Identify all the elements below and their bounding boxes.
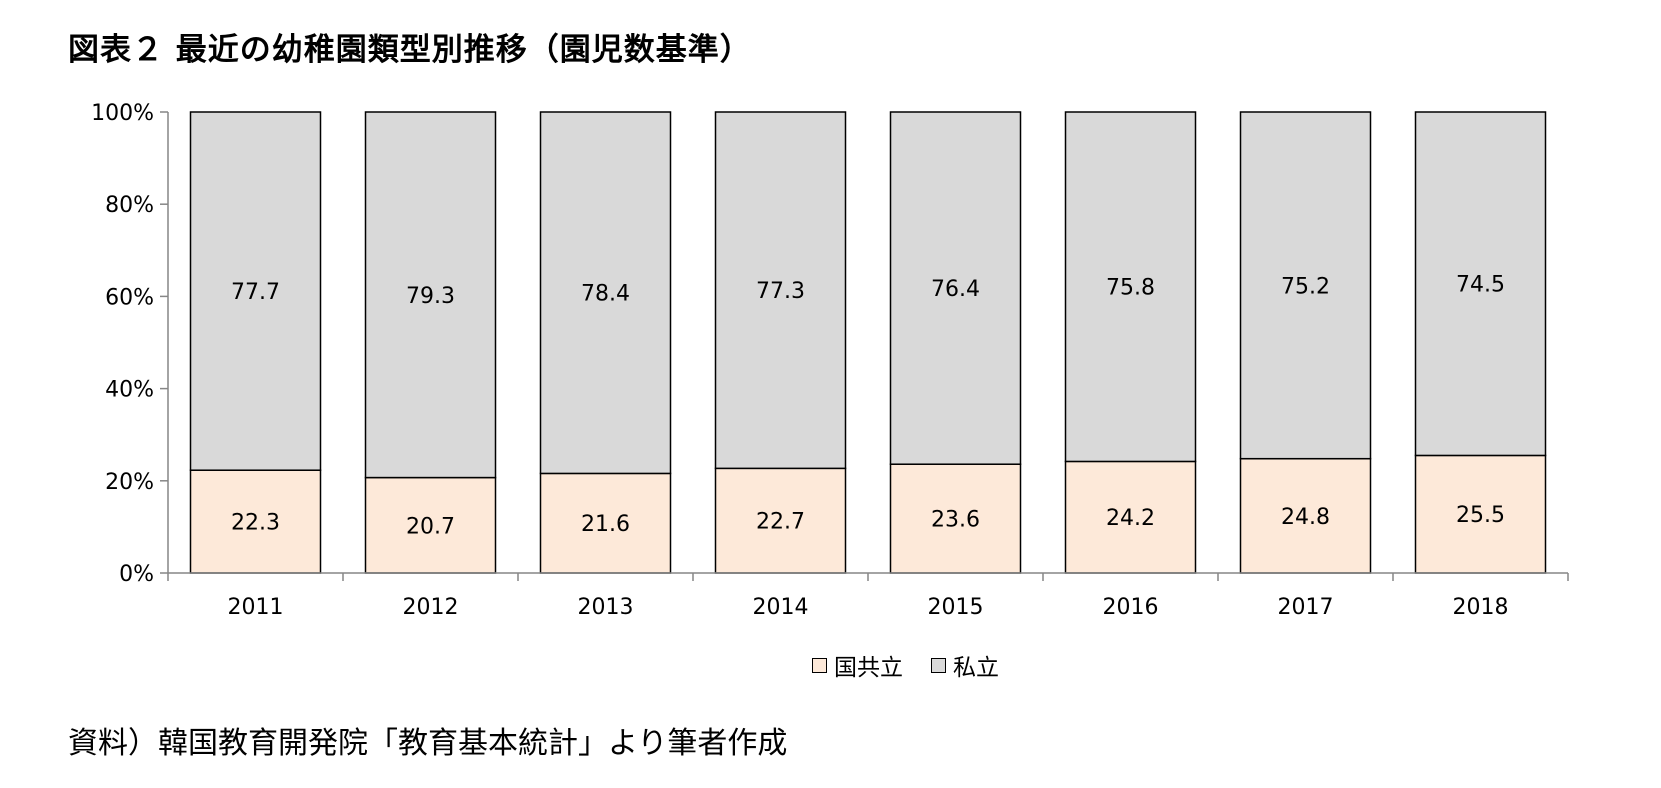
bar-2011-series-0 <box>189 469 322 574</box>
data-label-2014-series-0: 22.7 <box>756 510 805 535</box>
bar-2015-series-0 <box>889 463 1022 574</box>
bar-2013-series-1 <box>539 111 672 475</box>
data-label-2016-series-1: 75.8 <box>1106 276 1155 301</box>
y-tick-label: 20% <box>105 470 154 495</box>
data-label-2017-series-0: 24.8 <box>1281 505 1330 530</box>
chart-title: 図表２ 最近の幼稚園類型別推移（園児数基準） <box>68 32 752 68</box>
data-label-2015-series-0: 23.6 <box>931 508 980 533</box>
legend: 国共立 私立 <box>0 648 1661 682</box>
legend-label: 私立 <box>953 655 999 681</box>
data-label-2013-series-1: 78.4 <box>581 282 630 307</box>
x-tick-label: 2018 <box>1453 595 1509 620</box>
bar-2015-series-1 <box>889 111 1022 465</box>
legend-item-1: 私立 <box>931 648 999 682</box>
y-tick-label: 60% <box>105 285 154 310</box>
data-label-2017-series-1: 75.2 <box>1281 274 1330 299</box>
data-labels-group: 22.3 77.7 20.7 79.3 21.6 78.4 22.7 77.3 23.6 76.4… <box>231 273 1505 540</box>
x-tick-label: 2015 <box>928 595 984 620</box>
bar-2018-series-0 <box>1414 454 1547 574</box>
x-tick-label: 2017 <box>1278 595 1334 620</box>
data-label-2013-series-0: 21.6 <box>581 512 630 537</box>
legend-item-0: 国共立 <box>812 648 903 682</box>
y-tick-label: 100% <box>91 101 154 126</box>
x-tick-label: 2014 <box>753 595 809 620</box>
x-axis: 2011 2012 2013 2014 2015 2016 2017 2018 <box>167 572 1569 620</box>
data-label-2014-series-1: 77.3 <box>756 279 805 304</box>
y-tick-label: 80% <box>105 193 154 218</box>
data-label-2011-series-0: 22.3 <box>231 511 280 536</box>
y-axis: 0% 20% 40% 60% 80% 100% <box>91 101 169 587</box>
legend-swatch <box>931 657 946 673</box>
data-label-2012-series-0: 20.7 <box>406 514 455 539</box>
bar-2011-series-1 <box>189 111 322 471</box>
legend-label: 国共立 <box>834 655 903 681</box>
bar-2014-series-0 <box>714 467 847 574</box>
source-note: 資料）韓国教育開発院「教育基本統計」より筆者作成 <box>68 726 788 761</box>
bar-2016-series-1 <box>1064 111 1197 463</box>
bar-2012-series-1 <box>364 111 497 479</box>
data-label-2018-series-1: 74.5 <box>1456 273 1505 298</box>
x-tick-label: 2013 <box>578 595 634 620</box>
bar-2018-series-1 <box>1414 111 1547 457</box>
data-label-2011-series-1: 77.7 <box>231 280 280 305</box>
bars-group <box>189 111 1547 574</box>
y-tick-label: 40% <box>105 378 154 403</box>
bar-2017-series-1 <box>1239 111 1372 460</box>
bar-2012-series-0 <box>364 476 497 574</box>
x-tick-label: 2011 <box>228 595 284 620</box>
y-tick-label: 0% <box>119 562 154 587</box>
stacked-bar-chart: 22.3 77.7 20.7 79.3 21.6 78.4 22.7 77.3 23.6 76.4… <box>91 101 1569 620</box>
data-label-2018-series-0: 25.5 <box>1456 503 1505 528</box>
data-label-2015-series-1: 76.4 <box>931 277 980 302</box>
data-label-2012-series-1: 79.3 <box>406 284 455 309</box>
bar-2017-series-0 <box>1239 457 1372 574</box>
data-label-2016-series-0: 24.2 <box>1106 506 1155 531</box>
bar-2014-series-1 <box>714 111 847 470</box>
legend-swatch <box>812 657 827 673</box>
x-tick-label: 2012 <box>403 595 459 620</box>
x-tick-label: 2016 <box>1103 595 1159 620</box>
